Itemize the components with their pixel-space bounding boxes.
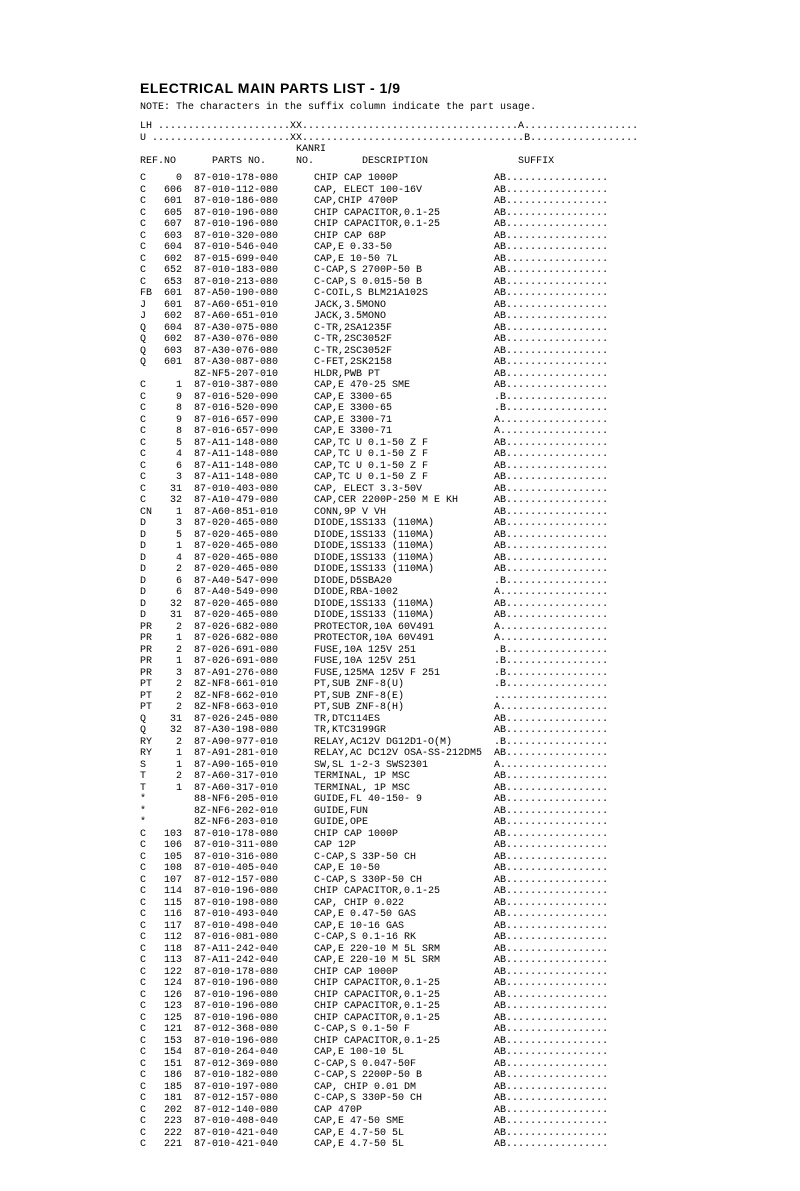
table-row: J 602 87-A60-651-010 JACK,3.5MONO AB....… [140,311,740,323]
table-row: J 601 87-A60-651-010 JACK,3.5MONO AB....… [140,300,740,312]
table-row: Q 32 87-A30-198-080 TR,KTC3199GR AB.....… [140,725,740,737]
table-row: D 1 87-020-465-080 DIODE,1SS133 (110MA) … [140,541,740,553]
table-row: Q 601 87-A30-087-080 C-FET,2SK2158 AB...… [140,357,740,369]
table-row: C 8 87-016-657-090 CAP,E 3300-71 A......… [140,426,740,438]
table-row: RY 1 87-A91-281-010 RELAY,AC DC12V OSA-S… [140,748,740,760]
table-header: LH ......................XX.............… [140,121,740,167]
table-row: C 117 87-010-498-040 CAP,E 10-16 GAS AB.… [140,921,740,933]
table-row: C 115 87-010-198-080 CAP, CHIP 0.022 AB.… [140,898,740,910]
table-row: C 186 87-010-182-080 C-CAP,S 2200P-50 B … [140,1070,740,1082]
table-row: C 653 87-010-213-080 C-CAP,S 0.015-50 B … [140,277,740,289]
table-row: * 8Z-NF6-203-010 GUIDE,OPE AB...........… [140,817,740,829]
table-row: PR 3 87-A91-276-080 FUSE,125MA 125V F 25… [140,668,740,680]
table-row: D 6 87-A40-547-090 DIODE,D5SBA20 .B.....… [140,576,740,588]
table-row: PR 2 87-026-691-080 FUSE,10A 125V 251 .B… [140,645,740,657]
table-row: C 605 87-010-196-080 CHIP CAPACITOR,0.1-… [140,208,740,220]
table-row: D 32 87-020-465-080 DIODE,1SS133 (110MA)… [140,599,740,611]
table-row: PR 1 87-026-691-080 FUSE,10A 125V 251 .B… [140,656,740,668]
table-row: Q 604 87-A30-075-080 C-TR,2SA1235F AB...… [140,323,740,335]
table-row: C 122 87-010-178-080 CHIP CAP 1000P AB..… [140,967,740,979]
table-row: RY 2 87-A90-977-010 RELAY,AC12V DG12D1-O… [140,737,740,749]
table-row: C 124 87-010-196-080 CHIP CAPACITOR,0.1-… [140,978,740,990]
table-row: D 6 87-A40-549-090 DIODE,RBA-1002 A.....… [140,587,740,599]
table-row: C 114 87-010-196-080 CHIP CAPACITOR,0.1-… [140,886,740,898]
table-row: Q 602 87-A30-076-080 C-TR,2SC3052F AB...… [140,334,740,346]
table-row: D 31 87-020-465-080 DIODE,1SS133 (110MA)… [140,610,740,622]
table-row: C 32 87-A10-479-080 CAP,CER 2200P-250 M … [140,495,740,507]
table-row: D 5 87-020-465-080 DIODE,1SS133 (110MA) … [140,530,740,542]
table-row: C 4 87-A11-148-080 CAP,TC U 0.1-50 Z F A… [140,449,740,461]
table-row: C 223 87-010-408-040 CAP,E 47-50 SME AB.… [140,1116,740,1128]
table-row: C 31 87-010-403-080 CAP, ELECT 3.3-50V A… [140,484,740,496]
table-row: S 1 87-A90-165-010 SW,SL 1-2-3 SWS2301 A… [140,760,740,772]
table-row: C 6 87-A11-148-080 CAP,TC U 0.1-50 Z F A… [140,461,740,473]
table-row: C 123 87-010-196-080 CHIP CAPACITOR,0.1-… [140,1001,740,1013]
table-row: C 105 87-010-316-080 C-CAP,S 33P-50 CH A… [140,852,740,864]
note-text: NOTE: The characters in the suffix colum… [140,102,740,113]
table-row: C 222 87-010-421-040 CAP,E 4.7-50 5L AB.… [140,1128,740,1140]
table-row: C 181 87-012-157-080 C-CAP,S 330P-50 CH … [140,1093,740,1105]
table-row: Q 603 87-A30-076-080 C-TR,2SC3052F AB...… [140,346,740,358]
table-row: C 202 87-012-140-080 CAP 470P AB........… [140,1105,740,1117]
table-row: C 601 87-010-186-080 CAP,CHIP 4700P AB..… [140,196,740,208]
table-row: C 607 87-010-196-080 CHIP CAPACITOR,0.1-… [140,219,740,231]
table-row: C 604 87-010-546-040 CAP,E 0.33-50 AB...… [140,242,740,254]
table-row: C 121 87-012-368-080 C-CAP,S 0.1-50 F AB… [140,1024,740,1036]
table-row: C 116 87-010-493-040 CAP,E 0.47-50 GAS A… [140,909,740,921]
table-row: C 151 87-012-369-080 C-CAP,S 0.047-50F A… [140,1059,740,1071]
table-row: C 8 87-016-520-090 CAP,E 3300-65 .B.....… [140,403,740,415]
page-title: ELECTRICAL MAIN PARTS LIST - 1/9 [140,80,740,96]
table-row: C 113 87-A11-242-040 CAP,E 220-10 M 5L S… [140,955,740,967]
table-row: C 153 87-010-196-080 CHIP CAPACITOR,0.1-… [140,1036,740,1048]
table-row: D 2 87-020-465-080 DIODE,1SS133 (110MA) … [140,564,740,576]
table-row: C 3 87-A11-148-080 CAP,TC U 0.1-50 Z F A… [140,472,740,484]
header-line: LH ......................XX.............… [140,121,740,133]
table-row: C 126 87-010-196-080 CHIP CAPACITOR,0.1-… [140,990,740,1002]
table-row: C 106 87-010-311-080 CAP 12P AB.........… [140,840,740,852]
table-row: C 112 87-016-081-080 C-CAP,S 0.1-16 RK A… [140,932,740,944]
table-row: C 602 87-015-699-040 CAP,E 10-50 7L AB..… [140,254,740,266]
table-row: * 88-NF6-205-010 GUIDE,FL 40-150- 9 AB..… [140,794,740,806]
table-row: C 118 87-A11-242-040 CAP,E 220-10 M 5L S… [140,944,740,956]
table-row: C 606 87-010-112-080 CAP, ELECT 100-16V … [140,185,740,197]
table-row: PT 2 8Z-NF8-662-010 PT,SUB ZNF-8(E) ....… [140,691,740,703]
table-row: C 9 87-016-520-090 CAP,E 3300-65 .B.....… [140,392,740,404]
header-line: U .......................XX.............… [140,133,740,145]
table-row: FB 601 87-A50-190-080 C-COIL,S BLM21A102… [140,288,740,300]
table-row: C 103 87-010-178-080 CHIP CAP 1000P AB..… [140,829,740,841]
table-row: PR 1 87-026-682-080 PROTECTOR,10A 60V491… [140,633,740,645]
table-row: PR 2 87-026-682-080 PROTECTOR,10A 60V491… [140,622,740,634]
table-row: PT 2 8Z-NF8-663-010 PT,SUB ZNF-8(H) A...… [140,702,740,714]
table-row: C 5 87-A11-148-080 CAP,TC U 0.1-50 Z F A… [140,438,740,450]
table-row: PT 2 8Z-NF8-661-010 PT,SUB ZNF-8(U) .B..… [140,679,740,691]
table-row: 8Z-NF5-207-010 HLDR,PWB PT AB...........… [140,369,740,381]
table-row: C 603 87-010-320-080 CHIP CAP 68P AB....… [140,231,740,243]
table-row: T 2 87-A60-317-010 TERMINAL, 1P MSC AB..… [140,771,740,783]
table-row: CN 1 87-A60-851-010 CONN,9P V VH AB.....… [140,507,740,519]
table-row: C 108 87-010-405-040 CAP,E 10-50 AB.....… [140,863,740,875]
table-row: C 1 87-010-387-080 CAP,E 470-25 SME AB..… [140,380,740,392]
table-row: D 4 87-020-465-080 DIODE,1SS133 (110MA) … [140,553,740,565]
table-row: T 1 87-A60-317-010 TERMINAL, 1P MSC AB..… [140,783,740,795]
header-line: KANRI [140,144,740,156]
table-row: C 185 87-010-197-080 CAP, CHIP 0.01 DM A… [140,1082,740,1094]
table-row: C 652 87-010-183-080 C-CAP,S 2700P-50 B … [140,265,740,277]
table-row: C 0 87-010-178-080 CHIP CAP 1000P AB....… [140,173,740,185]
table-row: C 9 87-016-657-090 CAP,E 3300-71 A......… [140,415,740,427]
table-row: C 125 87-010-196-080 CHIP CAPACITOR,0.1-… [140,1013,740,1025]
table-row: * 8Z-NF6-202-010 GUIDE,FUN AB...........… [140,806,740,818]
table-body: C 0 87-010-178-080 CHIP CAP 1000P AB....… [140,173,740,1151]
table-row: Q 31 87-026-245-080 TR,DTC114ES AB......… [140,714,740,726]
table-row: C 154 87-010-264-040 CAP,E 100-10 5L AB.… [140,1047,740,1059]
table-row: C 107 87-012-157-080 C-CAP,S 330P-50 CH … [140,875,740,887]
header-line: REF.NO PARTS NO. NO. DESCRIPTION SUFFIX [140,156,740,168]
table-row: C 221 87-010-421-040 CAP,E 4.7-50 5L AB.… [140,1139,740,1151]
table-row: D 3 87-020-465-080 DIODE,1SS133 (110MA) … [140,518,740,530]
